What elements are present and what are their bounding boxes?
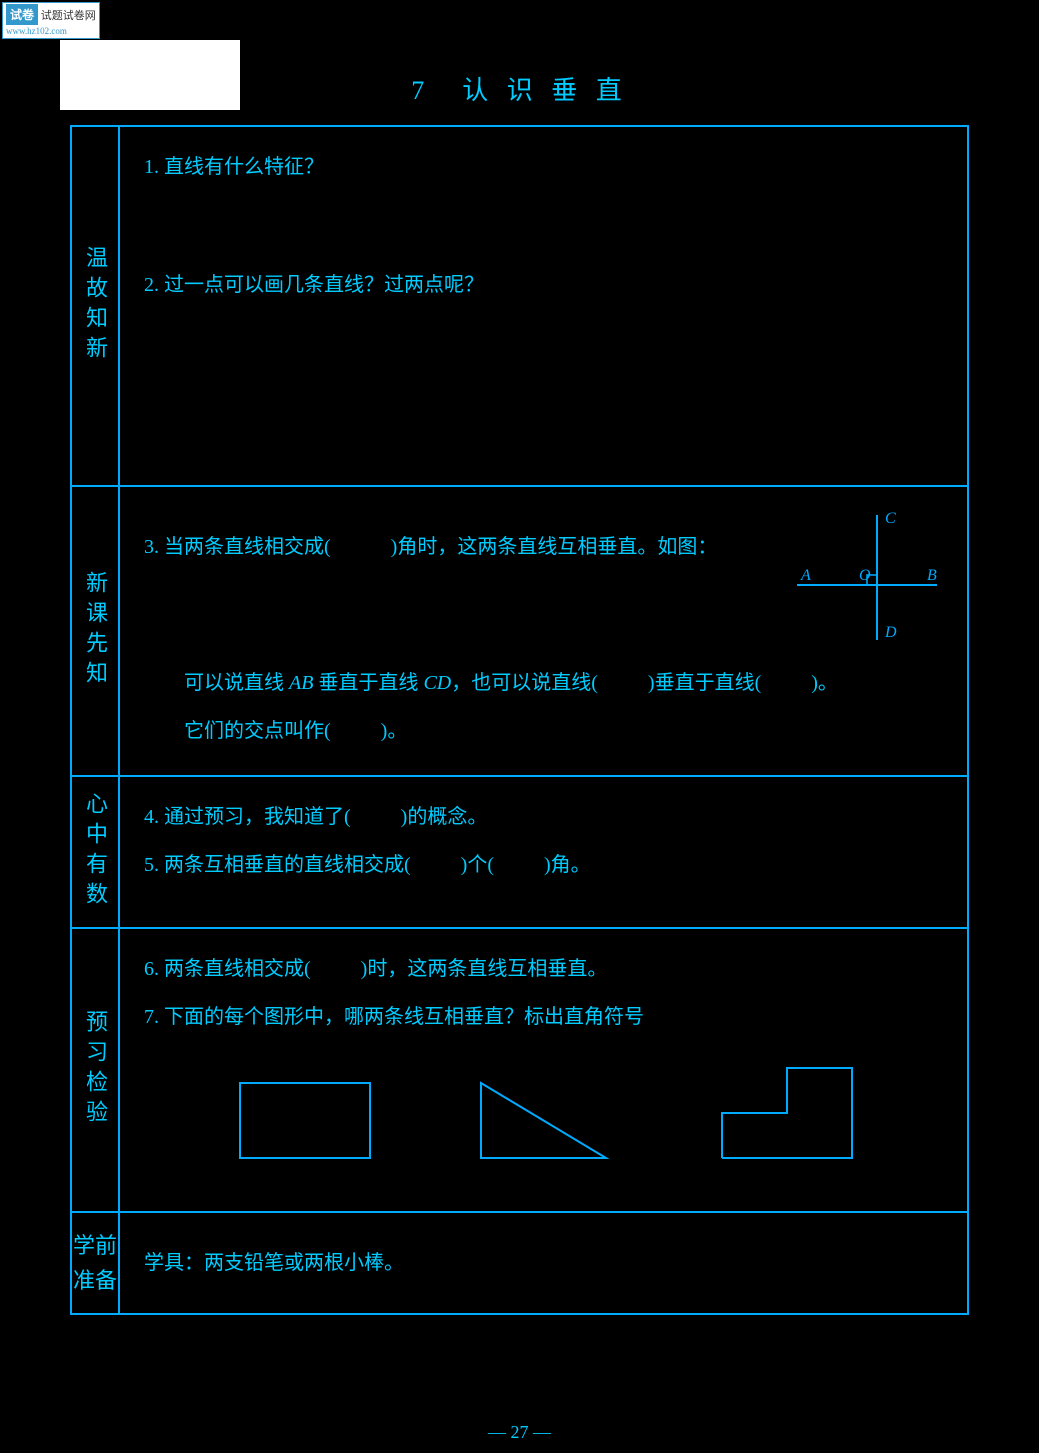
q5-post: )角。 [544, 854, 591, 876]
shape-lshape [717, 1063, 857, 1163]
q3-line2: 可以说直线 AB 垂直于直线 CD，也可以说直线( )垂直于直线( )。 [144, 661, 947, 705]
q3-line1-pre: 当两条直线相交成( [164, 536, 331, 558]
q3-l2-cd: CD [423, 672, 451, 694]
q1-text: 直线有什么特征？ [164, 156, 324, 178]
section-prep: 学前准备 学具：两支铅笔或两根小棒。 [72, 1213, 967, 1313]
watermark: 试卷 试题试卷网 www.hz102.com [2, 2, 100, 39]
q2-text: 过一点可以画几条直线？过两点呢？ [164, 274, 484, 296]
q2-num: 2. [144, 274, 159, 296]
q7-text: 下面的每个图形中，哪两条线互相垂直？标出直角符号 [164, 1006, 644, 1028]
q3-l2-post: )。 [811, 672, 838, 694]
watermark-brand: 试题试卷网 [41, 10, 96, 22]
page-number: — 27 — [60, 1422, 979, 1443]
section-label-summary: 心中有数 [72, 777, 120, 927]
section-review: 温故知新 1. 直线有什么特征？ 2. 过一点可以画几条直线？过两点呢？ [72, 127, 967, 487]
section-content-prep: 学具：两支铅笔或两根小棒。 [120, 1213, 967, 1313]
q3-l2-mid3: )垂直于直线( [648, 672, 761, 694]
watermark-icon: 试卷 [6, 4, 38, 25]
q4-post: )的概念。 [401, 806, 488, 828]
label-O: O [859, 567, 871, 584]
section-label-check: 预习检验 [72, 929, 120, 1211]
shape-rectangle [235, 1078, 375, 1163]
section-content-review: 1. 直线有什么特征？ 2. 过一点可以画几条直线？过两点呢？ [120, 127, 967, 485]
shapes-row [144, 1043, 947, 1193]
section-check: 预习检验 6. 两条直线相交成( )时，这两条直线互相垂直。 7. 下面的每个图形… [72, 929, 967, 1213]
q4-pre: 通过预习，我知道了( [164, 806, 351, 828]
section-content-check: 6. 两条直线相交成( )时，这两条直线互相垂直。 7. 下面的每个图形中，哪两条… [120, 929, 967, 1211]
section-label-review: 温故知新 [72, 127, 120, 485]
question-7: 7. 下面的每个图形中，哪两条线互相垂直？标出直角符号 [144, 995, 947, 1039]
label-A: A [800, 567, 811, 584]
q3-l2-ab: AB [289, 672, 313, 694]
worksheet-table: 温故知新 1. 直线有什么特征？ 2. 过一点可以画几条直线？过两点呢？ 新课先… [70, 125, 969, 1315]
q3-l2-mid1: 垂直于直线 [313, 672, 423, 694]
label-B: B [927, 567, 937, 584]
prep-text: 学具：两支铅笔或两根小棒。 [144, 1241, 404, 1285]
q5-num: 5. [144, 854, 159, 876]
q6-pre: 两条直线相交成( [164, 958, 311, 980]
perpendicular-diagram: C D A B O [787, 505, 947, 661]
q4-num: 4. [144, 806, 159, 828]
section-label-prep: 学前准备 [72, 1213, 120, 1313]
q3-line1-post: )角时，这两条直线互相垂直。如图： [391, 536, 718, 558]
question-3: 3. 当两条直线相交成( )角时，这两条直线互相垂直。如图： [144, 505, 767, 569]
q5-pre: 两条互相垂直的直线相交成( [164, 854, 411, 876]
section-content-summary: 4. 通过预习，我知道了( )的概念。 5. 两条互相垂直的直线相交成( )个( )角… [120, 777, 967, 927]
question-6: 6. 两条直线相交成( )时，这两条直线互相垂直。 [144, 947, 947, 991]
perp-svg: C D A B O [787, 505, 947, 645]
q5-mid: )个( [461, 854, 494, 876]
q3-l2-pre: 可以说直线 [184, 672, 289, 694]
section-label-new: 新课先知 [72, 487, 120, 775]
question-4: 4. 通过预习，我知道了( )的概念。 [144, 795, 947, 839]
label-D: D [884, 624, 897, 641]
worksheet-page: 7 认 识 垂 直 温故知新 1. 直线有什么特征？ 2. 过一点可以画几条直线… [60, 40, 979, 1413]
q6-post: )时，这两条直线互相垂直。 [361, 958, 608, 980]
q3-l2-mid2: ，也可以说直线( [451, 672, 598, 694]
section-content-new: 3. 当两条直线相交成( )角时，这两条直线互相垂直。如图： C D A [120, 487, 967, 775]
section-new: 新课先知 3. 当两条直线相交成( )角时，这两条直线互相垂直。如图： [72, 487, 967, 777]
question-5: 5. 两条互相垂直的直线相交成( )个( )角。 [144, 843, 947, 887]
question-1: 1. 直线有什么特征？ [144, 145, 947, 189]
shape-triangle [476, 1078, 616, 1163]
q1-num: 1. [144, 156, 159, 178]
q3-num: 3. [144, 536, 159, 558]
watermark-url: www.hz102.com [6, 26, 67, 36]
label-C: C [885, 510, 896, 527]
q3-line3: 它们的交点叫作( )。 [144, 709, 947, 753]
section-summary: 心中有数 4. 通过预习，我知道了( )的概念。 5. 两条互相垂直的直线相交成(… [72, 777, 967, 929]
q6-num: 6. [144, 958, 159, 980]
q3-l3-post: )。 [381, 720, 408, 742]
q3-l3-pre: 它们的交点叫作( [184, 720, 331, 742]
white-overlay [60, 40, 240, 110]
question-2: 2. 过一点可以画几条直线？过两点呢？ [144, 263, 947, 307]
q7-num: 7. [144, 1006, 159, 1028]
